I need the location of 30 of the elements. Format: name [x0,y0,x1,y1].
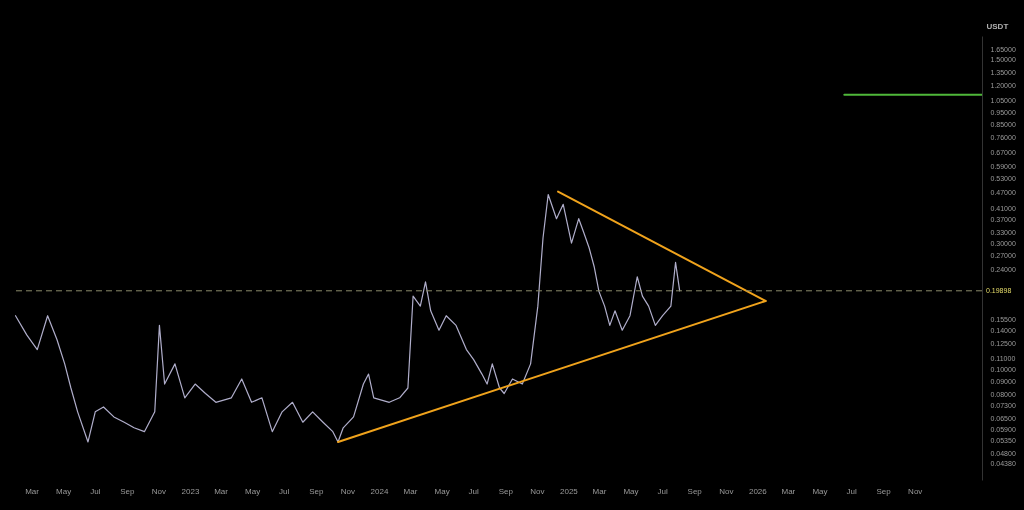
x-tick-label: Nov [719,487,734,496]
x-tick-label: Jul [279,487,290,496]
y-axis-title: USDT [986,21,1009,31]
x-tick-label: Nov [908,487,923,496]
x-tick-label: 2023 [181,487,200,496]
x-tick-label: Mar [214,487,229,496]
x-tick-label: Jul [846,487,857,496]
x-tick-label: Jul [657,487,668,496]
x-tick-label: 2024 [370,487,389,496]
x-tick-label: Nov [151,487,167,496]
x-tick-label: Sep [687,487,703,496]
x-tick-label: Nov [530,487,545,496]
x-tick-label: May [434,487,450,496]
x-tick-label: Jul [468,487,479,496]
x-tick-label: May [623,487,639,496]
x-tick-label: Sep [309,487,324,496]
x-tick-label: Mar [25,487,40,496]
x-tick-label: Mar [403,487,418,496]
x-tick-label: Nov [340,487,355,496]
x-tick-label: May [812,487,828,496]
x-tick-label: Mar [781,487,796,496]
x-tick-label: May [56,487,72,496]
x-tick-label: Sep [876,487,892,496]
x-tick-label: May [245,487,261,496]
x-tick-label: Sep [498,487,514,496]
x-tick-label: Sep [120,487,135,496]
x-tick-label: 2026 [748,487,768,496]
x-tick-label: Mar [592,487,607,496]
x-tick-label: 2025 [560,487,579,496]
x-tick-label: Jul [90,487,101,496]
